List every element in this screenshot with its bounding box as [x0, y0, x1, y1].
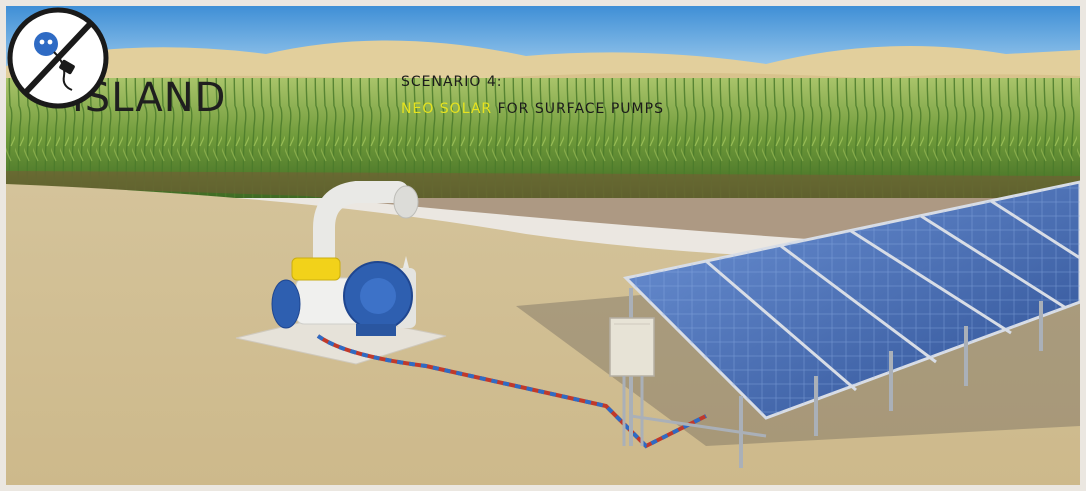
scenario-product-line: NEO SOLAR FOR SURFACE PUMPS — [401, 101, 664, 117]
product-rest: FOR SURFACE PUMPS — [492, 101, 664, 117]
no-grid-plug-icon — [7, 7, 109, 109]
scene-illustration — [6, 6, 1080, 485]
product-highlight: NEO SOLAR — [401, 101, 493, 117]
solar-pump-scene: ISLAND SCENARIO 4: NEO SOLAR FOR SURFACE… — [6, 6, 1080, 485]
scenario-label: SCENARIO 4: — [401, 74, 503, 90]
control-box — [609, 317, 655, 446]
solar-panel-array — [622, 180, 1080, 468]
surface-pump — [271, 181, 419, 336]
